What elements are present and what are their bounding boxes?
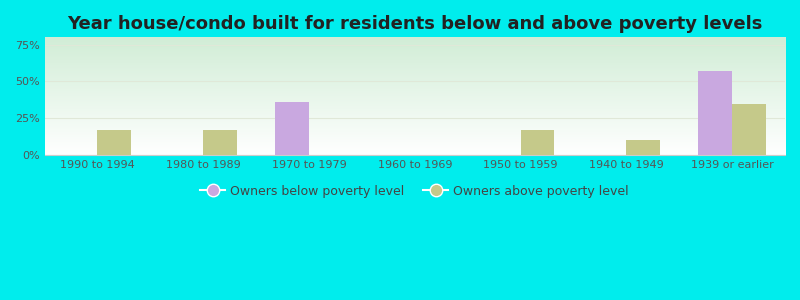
Bar [521,130,554,155]
Bar [203,130,237,155]
Bar [732,103,766,155]
Bar [275,102,309,155]
Bar [626,140,660,155]
Legend: Owners below poverty level, Owners above poverty level: Owners below poverty level, Owners above… [195,180,634,203]
Bar [698,71,732,155]
Title: Year house/condo built for residents below and above poverty levels: Year house/condo built for residents bel… [67,15,762,33]
Bar [98,130,131,155]
